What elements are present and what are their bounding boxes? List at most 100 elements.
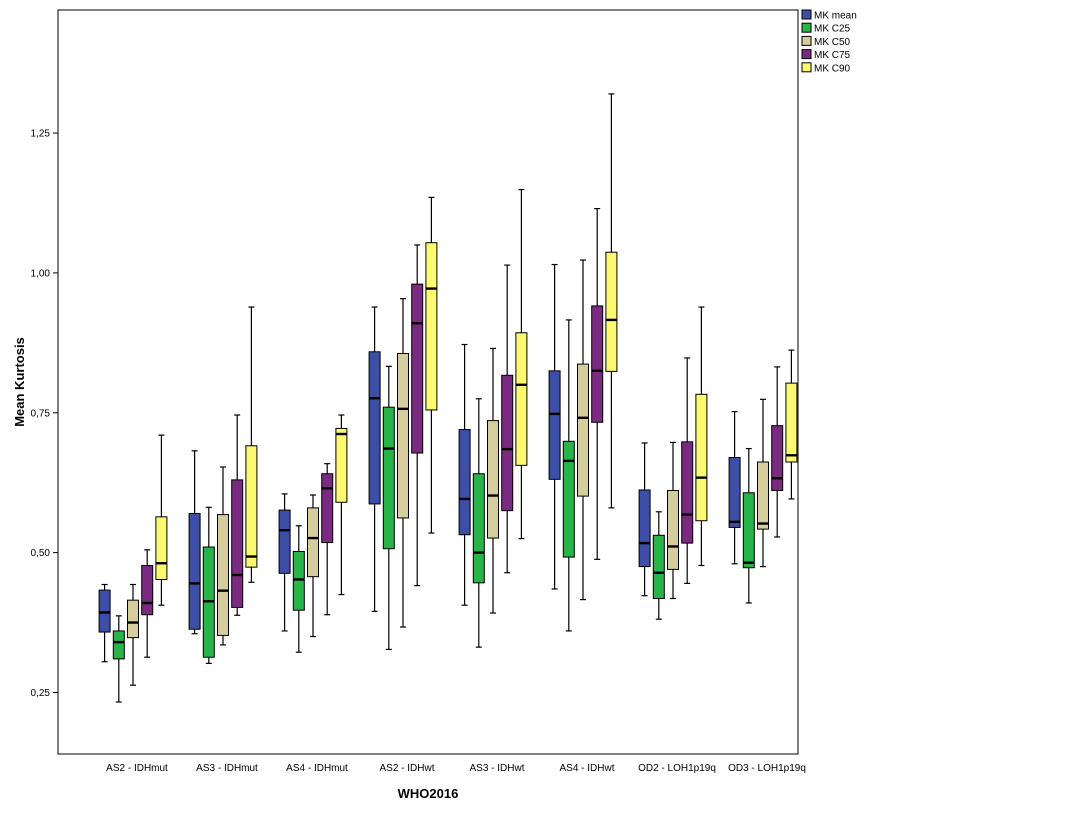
box-2-2: [307, 494, 319, 638]
box-body: [515, 332, 528, 466]
box-2-7: [757, 398, 769, 568]
legend-swatch-1: [801, 22, 812, 33]
box-body: [127, 599, 139, 639]
box-body: [562, 440, 575, 558]
legend-label-2: MK C50: [814, 37, 851, 48]
box-3-3: [411, 244, 424, 587]
legend-label-4: MK C90: [814, 63, 851, 74]
box-body: [785, 382, 798, 463]
box-0-6: [638, 442, 651, 597]
box-body: [382, 406, 395, 550]
box-body: [458, 429, 471, 536]
box-body: [742, 492, 755, 569]
box-body: [757, 461, 769, 530]
box-1-6: [652, 511, 665, 620]
box-body: [98, 589, 111, 633]
box-body: [548, 370, 561, 480]
box-body: [638, 489, 651, 568]
box-body: [335, 427, 348, 503]
box-1-3: [382, 365, 395, 650]
y-tick-label-1: 0,50: [31, 548, 51, 559]
box-body: [695, 393, 708, 522]
box-body: [771, 425, 784, 492]
box-0-3: [368, 306, 381, 612]
box-body: [231, 479, 244, 608]
box-body: [217, 514, 229, 636]
legend-swatch-2: [801, 35, 812, 46]
box-1-4: [472, 398, 485, 648]
box-4-0: [155, 434, 168, 606]
box-1-0: [112, 615, 125, 703]
y-tick-label-4: 1,25: [31, 129, 51, 140]
box-0-4: [458, 343, 471, 606]
x-tick-label-2: AS4 - IDHmut: [286, 763, 348, 774]
box-0-1: [188, 450, 201, 635]
y-tick-label-2: 0,75: [31, 408, 51, 419]
box-body: [425, 242, 438, 411]
box-body: [292, 550, 305, 611]
box-3-0: [141, 549, 154, 658]
box-4-7: [785, 349, 798, 500]
box-3-5: [591, 207, 604, 560]
y-tick-label-0: 0,25: [31, 688, 51, 699]
box-1-1: [202, 506, 215, 664]
box-body: [652, 534, 665, 599]
box-4-1: [245, 306, 258, 583]
box-3-7: [771, 366, 784, 538]
box-body: [501, 374, 514, 512]
box-0-0: [98, 583, 111, 663]
box-body: [245, 445, 258, 568]
box-1-2: [292, 525, 305, 653]
x-tick-label-7: OD3 - LOH1p19q: [728, 763, 806, 774]
x-tick-label-1: AS3 - IDHmut: [196, 763, 258, 774]
x-tick-label-4: AS3 - IDHwt: [469, 763, 524, 774]
box-2-3: [397, 298, 409, 628]
box-4-5: [605, 93, 618, 509]
x-tick-label-6: OD2 - LOH1p19q: [638, 763, 716, 774]
box-body: [188, 512, 201, 630]
box-body: [577, 363, 589, 497]
box-body: [397, 352, 409, 519]
box-1-7: [742, 447, 755, 604]
box-3-6: [681, 357, 694, 584]
box-3-4: [501, 264, 514, 574]
legend-label-0: MK mean: [814, 11, 857, 22]
box-body: [307, 507, 319, 578]
box-4-4: [515, 188, 528, 540]
box-1-5: [562, 319, 575, 632]
box-body: [605, 251, 618, 372]
box-0-2: [278, 493, 291, 632]
legend-swatch-4: [801, 62, 812, 73]
box-3-1: [231, 414, 244, 616]
box-body: [487, 420, 499, 539]
x-axis: AS2 - IDHmut AS3 - IDHmut AS4 - IDHmut AS2 …: [106, 763, 806, 774]
x-tick-label-0: AS2 - IDHmut: [106, 763, 168, 774]
box-4-2: [335, 414, 348, 596]
box-body: [667, 490, 679, 570]
legend: MK mean MK C25 MK C50 MK C75 MK C90: [801, 9, 857, 74]
box-2-0: [127, 583, 139, 686]
box-2-1: [217, 466, 229, 646]
box-body: [321, 473, 334, 544]
box-body: [278, 509, 291, 574]
box-2-4: [487, 347, 499, 614]
box-0-5: [548, 263, 561, 590]
box-body: [368, 351, 381, 505]
box-body: [472, 473, 485, 584]
box-2-6: [667, 441, 679, 600]
x-tick-label-3: AS2 - IDHwt: [379, 763, 434, 774]
box-0-7: [728, 411, 741, 565]
y-tick-label-3: 1,00: [31, 268, 51, 279]
legend-label-1: MK C25: [814, 24, 851, 35]
x-tick-label-5: AS4 - IDHwt: [559, 763, 614, 774]
box-group: [98, 93, 798, 703]
legend-swatch-0: [801, 9, 812, 20]
box-body: [591, 305, 604, 423]
box-4-6: [695, 306, 708, 567]
box-body: [681, 441, 694, 544]
box-2-5: [577, 259, 589, 601]
box-3-2: [321, 463, 334, 616]
box-body: [728, 457, 741, 528]
x-axis-title: WHO2016: [398, 786, 459, 801]
